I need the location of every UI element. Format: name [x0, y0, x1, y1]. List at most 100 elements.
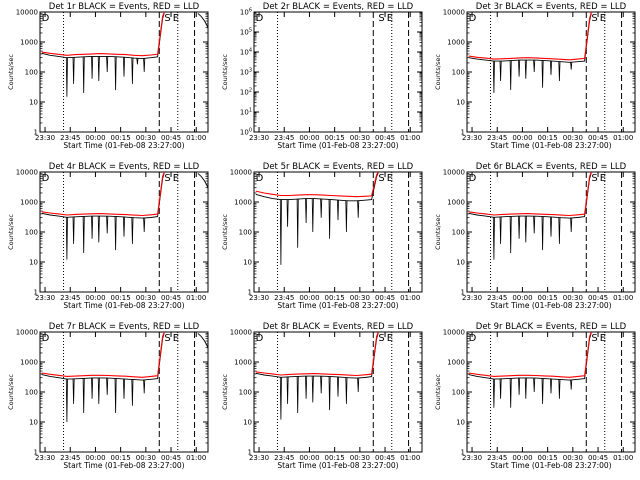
x-tick-label: 01:00: [186, 454, 206, 462]
y-tick-label: 1000: [20, 199, 38, 207]
y-tick-label: 1000: [20, 359, 38, 367]
x-tick-label: 01:00: [613, 134, 633, 142]
x-tick-label: 00:15: [538, 454, 558, 462]
events-dip-spike: [492, 61, 495, 94]
events-dip-spike: [123, 378, 125, 399]
x-tick-label: 23:30: [249, 454, 269, 462]
y-tick-label: 100: [239, 229, 252, 237]
y-tick-label: 104: [240, 48, 252, 57]
events-dip-spike: [279, 199, 282, 265]
events-series-line: [255, 332, 379, 379]
flag-label-d: D: [256, 333, 264, 344]
flag-label-e: E: [387, 13, 393, 24]
x-tick-label: 00:15: [325, 454, 345, 462]
y-tick-label: 102: [240, 88, 252, 97]
x-tick-label: 00:15: [538, 134, 558, 142]
flag-label-e: E: [600, 173, 606, 184]
y-tick-label: 10000: [443, 329, 465, 337]
events-dip-spike: [65, 217, 68, 260]
events-dip-spike: [91, 216, 94, 239]
events-dip-spike: [570, 379, 573, 390]
x-axis-label: Start Time (01-Feb-08 23:27:00): [490, 141, 611, 150]
y-tick-label: 1000: [234, 359, 252, 367]
flag-label-e: E: [600, 13, 606, 24]
y-axis-label: Counts/sec: [221, 214, 229, 250]
events-series-line: [41, 332, 165, 381]
x-tick-label: 23:45: [487, 454, 507, 462]
x-tick-label: 00:30: [136, 454, 156, 462]
flag-label-d: D: [469, 13, 477, 24]
events-dip-spike: [524, 60, 527, 79]
x-tick-label: 00:30: [563, 134, 583, 142]
x-tick-label: 00:15: [111, 134, 131, 142]
flag-label-s: S: [164, 13, 170, 24]
lld-series-line: [255, 331, 379, 377]
events-dip-spike: [345, 200, 348, 233]
events-dip-spike: [328, 376, 331, 411]
panel-title: Det 6r BLACK = Events, RED = LLD: [476, 162, 627, 172]
x-tick-label: 00:00: [512, 294, 532, 302]
flag-label-e: E: [600, 333, 606, 344]
y-tick-label: 10: [29, 99, 38, 107]
y-axis-label: Counts/sec: [434, 374, 442, 410]
x-axis-label: Start Time (01-Feb-08 23:27:00): [63, 301, 184, 310]
plot-frame: [253, 11, 423, 133]
flag-label-s: S: [591, 13, 597, 24]
events-series-line: [197, 173, 209, 188]
events-series-line: [468, 172, 592, 219]
x-tick-label: 00:45: [588, 294, 608, 302]
events-dip-spike: [550, 378, 552, 394]
y-tick-label: 101: [240, 108, 252, 117]
y-tick-label: 105: [240, 28, 252, 37]
events-dip-spike: [296, 199, 299, 248]
y-tick-label: 100: [25, 69, 38, 77]
panel-title: Det 1r BLACK = Events, RED = LLD: [49, 2, 200, 12]
x-tick-label: 00:45: [588, 454, 608, 462]
events-dip-spike: [337, 200, 339, 221]
events-series-line: [468, 332, 592, 381]
y-tick-label: 10000: [16, 329, 38, 337]
x-tick-label: 23:30: [249, 294, 269, 302]
events-dip-spike: [286, 199, 289, 227]
chart-panel-6: Det 6r BLACK = Events, RED = LLD 1 10 100 10…: [434, 162, 636, 310]
events-dip-spike: [509, 60, 512, 91]
x-tick-label: 23:30: [462, 294, 482, 302]
x-tick-label: 00:15: [538, 294, 558, 302]
events-dip-spike: [97, 56, 100, 82]
x-tick-label: 01:00: [400, 454, 420, 462]
events-series-line: [41, 12, 165, 60]
x-tick-label: 00:30: [136, 294, 156, 302]
y-tick-label: 10000: [443, 169, 465, 177]
flag-label-s: S: [164, 173, 170, 184]
events-dip-spike: [518, 377, 521, 395]
events-dip-spike: [311, 198, 314, 233]
y-tick-label: 10000: [16, 169, 38, 177]
x-tick-label: 01:00: [613, 294, 633, 302]
y-tick-label: 10000: [443, 9, 465, 17]
events-dip-spike: [550, 60, 552, 75]
events-dip-spike: [72, 216, 75, 244]
chart-panel-2: Det 2r BLACK = Events, RED = LLD 100 101 10…: [221, 2, 423, 150]
x-tick-label: 00:15: [111, 294, 131, 302]
x-tick-label: 23:45: [487, 294, 507, 302]
x-tick-label: 00:00: [299, 134, 319, 142]
x-tick-label: 00:45: [375, 294, 395, 302]
events-dip-spike: [91, 377, 94, 399]
y-tick-label: 100: [240, 128, 252, 137]
flag-label-d: D: [469, 333, 477, 344]
events-dip-spike: [131, 379, 134, 406]
events-dip-spike: [131, 57, 134, 84]
lld-series-line: [255, 171, 379, 198]
events-dip-spike: [558, 61, 561, 82]
x-tick-label: 00:00: [85, 134, 105, 142]
events-dip-spike: [518, 216, 521, 239]
events-dip-spike: [131, 217, 134, 244]
x-tick-label: 00:30: [563, 454, 583, 462]
events-dip-spike: [541, 60, 544, 88]
y-tick-label: 10: [456, 259, 465, 267]
x-tick-label: 00:30: [136, 134, 156, 142]
x-tick-label: 23:30: [462, 134, 482, 142]
x-tick-label: 23:45: [274, 294, 294, 302]
events-dip-spike: [518, 60, 521, 77]
events-dip-spike: [541, 216, 544, 251]
